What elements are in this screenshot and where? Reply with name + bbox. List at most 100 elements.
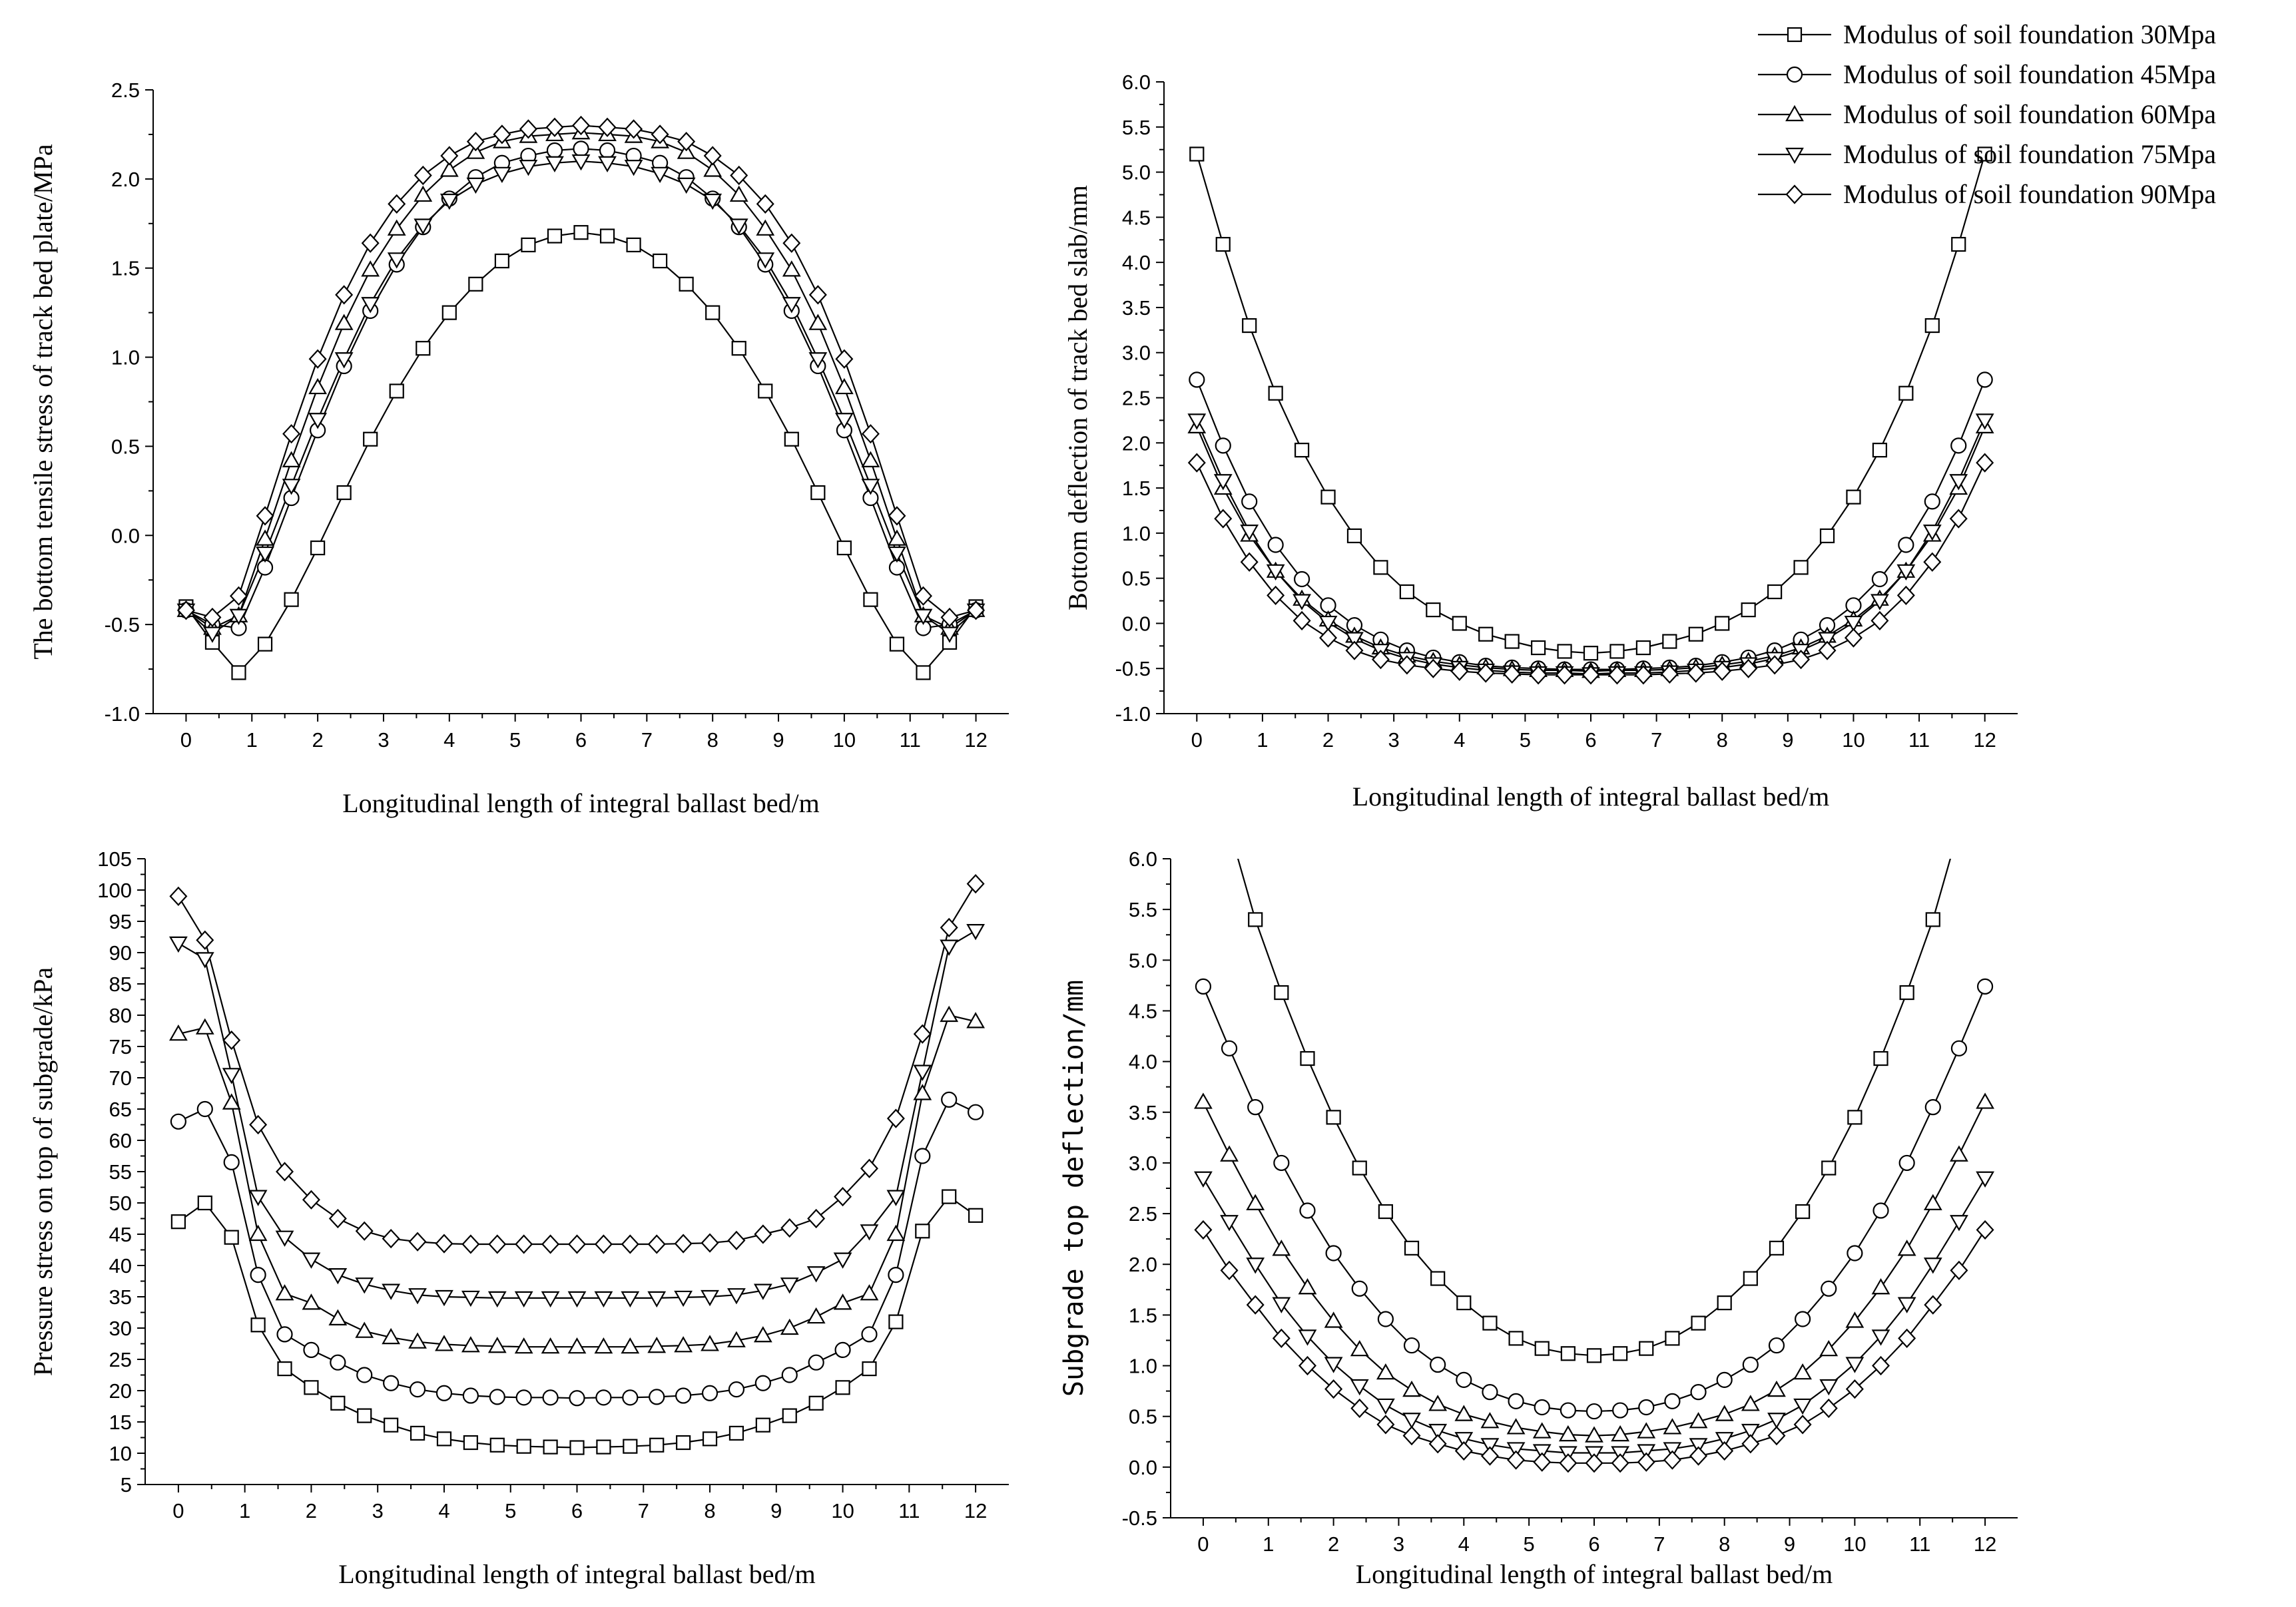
- data-point: [435, 1385, 453, 1401]
- data-point: [621, 1234, 639, 1254]
- y-tick-label: 5.5: [1129, 898, 1157, 921]
- data-point: [1533, 1452, 1552, 1472]
- data-point: [195, 1018, 214, 1034]
- data-point: [257, 636, 273, 652]
- data-point: [653, 253, 668, 269]
- data-point: [1189, 146, 1205, 162]
- data-point: [1351, 1280, 1368, 1297]
- x-tick-label: 0: [172, 1499, 184, 1522]
- y-tick-label: 20: [109, 1379, 132, 1403]
- x-tick-label: 10: [1842, 728, 1865, 752]
- data-point: [1559, 1453, 1578, 1473]
- data-point: [363, 431, 378, 447]
- data-point: [1399, 584, 1414, 600]
- data-point: [1268, 385, 1283, 401]
- data-point: [1611, 1425, 1630, 1442]
- data-point: [1248, 912, 1263, 927]
- y-tick-label: 80: [109, 1004, 132, 1027]
- data-point: [466, 177, 485, 194]
- data-point: [1503, 664, 1522, 684]
- x-tick-label: 7: [638, 1499, 649, 1522]
- legend-marker-circle: [1786, 66, 1803, 83]
- data-point: [1819, 1339, 1839, 1357]
- y-axis-title: Pressure stress on top of subgrade/kPa: [28, 967, 58, 1377]
- y-tick-label: 1.5: [111, 257, 140, 280]
- x-axis-title: Longitudinal length of integral ballast …: [342, 788, 820, 818]
- data-point: [195, 952, 214, 969]
- data-point: [863, 592, 878, 607]
- data-point: [913, 1084, 932, 1100]
- data-point: [567, 1291, 587, 1308]
- y-tick-label: 2.5: [111, 79, 140, 102]
- x-tick-label: 8: [1717, 728, 1728, 752]
- data-point: [436, 1431, 452, 1447]
- data-point: [302, 1190, 320, 1210]
- y-tick-label: -1.0: [1115, 702, 1151, 726]
- data-point: [1819, 528, 1835, 544]
- data-point: [1821, 1160, 1837, 1176]
- data-point: [170, 1214, 186, 1230]
- data-point: [361, 297, 380, 314]
- x-axis-title: Longitudinal length of integral ballast …: [1352, 782, 1830, 811]
- data-point: [679, 276, 694, 292]
- data-point: [1637, 1444, 1656, 1461]
- x-tick-label: 2: [312, 728, 323, 752]
- data-point: [808, 1395, 824, 1411]
- data-point: [914, 608, 933, 625]
- y-tick-label: 5.5: [1122, 116, 1151, 139]
- data-point: [355, 1277, 374, 1294]
- y-tick-label: 90: [109, 941, 132, 965]
- data-point: [622, 1389, 639, 1406]
- data-point: [1715, 1441, 1734, 1461]
- data-point: [334, 314, 354, 330]
- data-point: [1220, 1215, 1239, 1232]
- data-point: [780, 1277, 799, 1294]
- data-point: [754, 1224, 772, 1244]
- data-point: [382, 1327, 401, 1345]
- data-point: [334, 352, 354, 369]
- data-point: [176, 600, 195, 620]
- x-tick-label: 0: [1191, 728, 1203, 752]
- data-point: [886, 1224, 906, 1242]
- data-point: [621, 1337, 640, 1354]
- data-point: [1950, 1040, 1968, 1056]
- series-line: [1196, 426, 1986, 672]
- data-point: [1741, 1395, 1760, 1411]
- data-point: [1300, 1050, 1315, 1066]
- data-point: [1635, 640, 1651, 656]
- data-point: [1247, 1099, 1264, 1116]
- data-point: [1872, 443, 1888, 458]
- data-point: [203, 607, 222, 628]
- data-point: [1560, 1346, 1576, 1361]
- data-point: [913, 1064, 932, 1081]
- data-point: [1689, 1412, 1708, 1429]
- data-point: [753, 1283, 772, 1300]
- data-point: [647, 1337, 667, 1353]
- data-point: [1246, 1258, 1265, 1274]
- data-point: [1634, 665, 1653, 685]
- series-line: [1202, 986, 1986, 1413]
- data-point: [249, 1114, 268, 1135]
- data-point: [1847, 1110, 1863, 1125]
- data-point: [514, 1337, 533, 1354]
- data-point: [758, 383, 773, 399]
- data-point: [1609, 644, 1625, 659]
- data-point: [782, 260, 801, 277]
- x-tick-label: 9: [770, 1499, 782, 1522]
- legend-label: Modulus of soil foundation 90Mpa: [1843, 179, 2216, 209]
- data-point: [1924, 493, 1940, 510]
- data-point: [1585, 1426, 1603, 1443]
- data-point: [1923, 552, 1942, 572]
- data-point: [1690, 1384, 1707, 1401]
- data-point: [1454, 1405, 1474, 1421]
- data-point: [1214, 509, 1233, 529]
- plot-area: [176, 115, 986, 680]
- data-point: [335, 285, 354, 305]
- data-point: [1639, 1341, 1654, 1356]
- data-point: [515, 1389, 532, 1406]
- data-point: [282, 424, 301, 444]
- x-tick-label: 8: [704, 1499, 715, 1522]
- data-point: [571, 154, 591, 171]
- data-point: [1923, 1194, 1942, 1210]
- data-point: [545, 156, 564, 172]
